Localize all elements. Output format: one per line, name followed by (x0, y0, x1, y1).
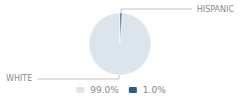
svg-text:1.0%: 1.0% (143, 85, 166, 95)
svg-text:WHITE: WHITE (6, 74, 32, 83)
svg-text:HISPANIC: HISPANIC (197, 5, 235, 14)
svg-text:99.0%: 99.0% (90, 85, 119, 95)
